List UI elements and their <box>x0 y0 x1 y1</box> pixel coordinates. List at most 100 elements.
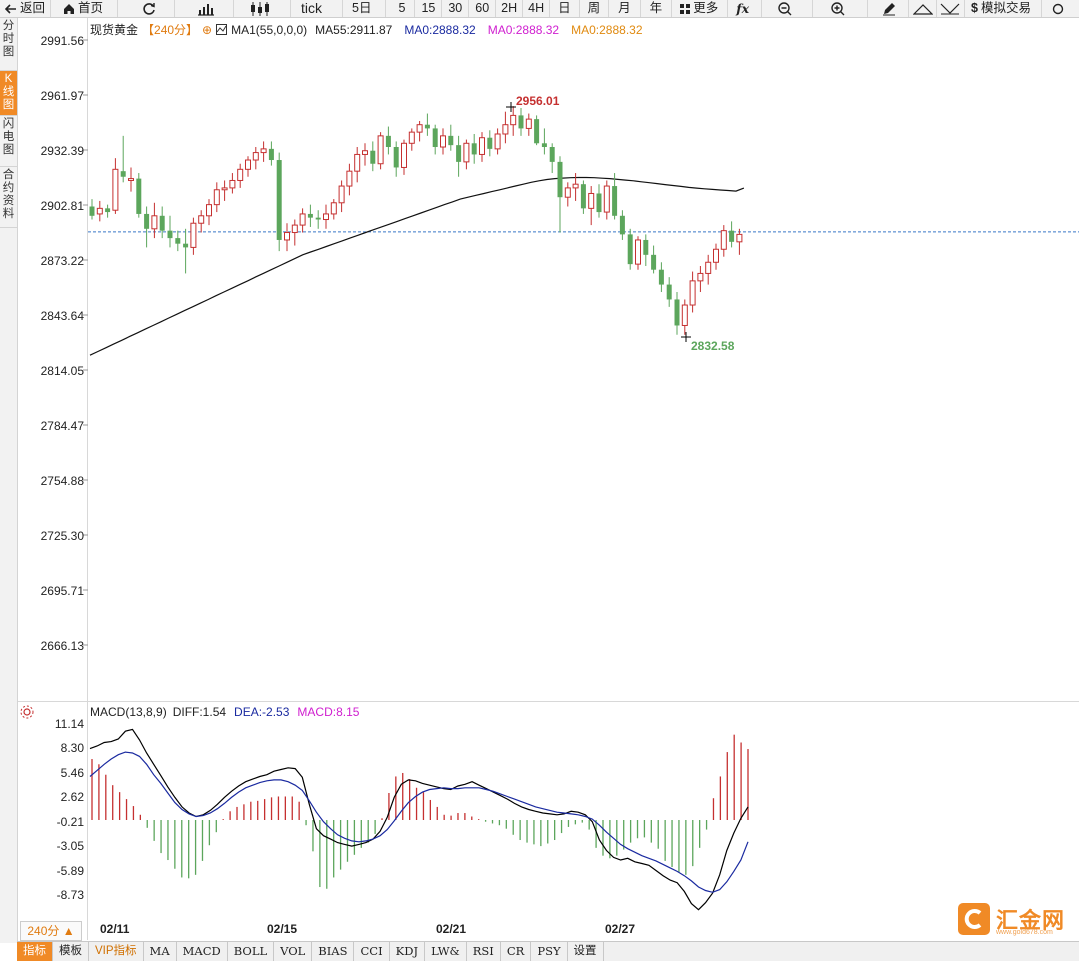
macd-settings-icon[interactable] <box>20 705 34 719</box>
macd-legend: MACD(13,8,9) DIFF:1.54 DEA:-2.53 MACD:8.… <box>90 705 359 719</box>
candle-body <box>338 185 345 204</box>
candle-body <box>229 179 236 189</box>
indicator-icon[interactable] <box>216 24 228 35</box>
candlestick-series <box>89 106 743 335</box>
day-button[interactable]: 日 <box>550 0 580 17</box>
five-day-button[interactable]: 5日 <box>343 0 387 17</box>
period-60-button[interactable]: 60 <box>469 0 497 17</box>
candle-body <box>393 147 399 168</box>
candle-body <box>128 178 134 181</box>
candle-body <box>448 135 454 146</box>
tab-psy[interactable]: PSY <box>531 942 568 961</box>
candle-body <box>89 206 95 216</box>
year-button[interactable]: 年 <box>641 0 673 17</box>
period-30-button[interactable]: 30 <box>442 0 470 17</box>
tab-cr[interactable]: CR <box>501 942 532 961</box>
top-toolbar: 返回 首页 tick 5日 5 15 30 60 2H 4H 日 周 月 年 更… <box>0 0 1079 18</box>
tab-lw[interactable]: LW& <box>425 942 467 961</box>
price-tick: 2814.05 <box>40 364 84 378</box>
ma0-magenta-value: MA0:2888.32 <box>487 22 560 37</box>
period-label: 【240分】 <box>142 23 199 37</box>
sidebar-item-kline[interactable]: K线图 <box>0 71 17 116</box>
tab-cci[interactable]: CCI <box>354 942 390 961</box>
tab-boll[interactable]: BOLL <box>228 942 275 961</box>
candle-body <box>440 135 446 148</box>
candle-body <box>736 233 743 243</box>
candle-body <box>416 124 423 133</box>
refresh-button[interactable] <box>118 0 176 17</box>
candle-body <box>534 119 540 144</box>
candle-body <box>159 215 165 231</box>
back-arrow-icon <box>5 3 16 14</box>
sim-trade-button[interactable]: $ 模拟交易 <box>965 0 1043 17</box>
bar-chart-icon <box>198 3 215 16</box>
candle-body <box>689 280 696 306</box>
fx-icon: fx <box>736 1 750 16</box>
period-5-button[interactable]: 5 <box>386 0 416 17</box>
tab-kdj[interactable]: KDJ <box>390 942 426 961</box>
candle-body <box>346 170 353 187</box>
candle-body <box>635 239 641 265</box>
tab-indicator[interactable]: 指标 <box>17 942 53 961</box>
tick-button[interactable]: tick <box>291 0 344 17</box>
period-4h-button[interactable]: 4H <box>523 0 551 17</box>
tab-settings[interactable]: 设置 <box>568 942 604 961</box>
tab-bias[interactable]: BIAS <box>312 942 355 961</box>
ma1-label: MA1(55,0,0,0) <box>231 22 308 37</box>
macd-tick: -3.05 <box>56 839 84 853</box>
home-button[interactable]: 首页 <box>51 0 119 17</box>
zoom-out-button[interactable] <box>762 0 814 17</box>
triangle-down-button[interactable] <box>937 0 966 17</box>
tab-ma[interactable]: MA <box>144 942 177 961</box>
period-15-button[interactable]: 15 <box>415 0 443 17</box>
candle-body <box>377 135 384 165</box>
price-axis-border <box>17 18 1079 940</box>
macd-tick: 8.30 <box>60 741 84 755</box>
extra-button[interactable] <box>1042 0 1064 17</box>
candle-body <box>299 213 306 226</box>
candle-body <box>720 230 727 250</box>
tab-vip[interactable]: VIP指标 <box>89 942 144 961</box>
candle-body <box>588 192 595 209</box>
month-button[interactable]: 月 <box>609 0 641 17</box>
period-2h-label: 2H <box>501 1 518 15</box>
sidebar-item-contract[interactable]: 合约资料 <box>0 167 17 228</box>
period-select-button[interactable]: 240分 ▲ <box>20 921 82 941</box>
target-icon[interactable]: ⊕ <box>202 22 213 37</box>
candle-body <box>705 261 712 274</box>
tab-vol[interactable]: VOL <box>274 942 313 961</box>
price-tick: 2932.39 <box>40 144 84 158</box>
candle-body <box>479 137 485 155</box>
period-2h-button[interactable]: 2H <box>496 0 524 17</box>
candle-body <box>221 187 228 191</box>
candle-body <box>206 204 212 217</box>
back-label: 返回 <box>20 1 46 15</box>
price-tick: 2784.47 <box>40 419 84 433</box>
more-button[interactable]: 更多 <box>672 0 729 17</box>
candle-body <box>713 248 719 263</box>
candle-body <box>681 304 688 326</box>
candle-type-button[interactable] <box>234 0 292 17</box>
price-tick: 2902.81 <box>40 199 84 213</box>
tab-macd[interactable]: MACD <box>177 942 228 961</box>
candle-body <box>471 143 477 155</box>
macd-tick: -0.21 <box>56 815 84 829</box>
draw-tool-button[interactable] <box>868 0 910 17</box>
ma0-orange-value: MA0:2888.32 <box>571 22 643 37</box>
candle-body <box>627 234 633 265</box>
candle-body <box>370 150 376 164</box>
price-legend: 现货黄金 【240分】 ⊕ MA1(55,0,0,0) MA55:2911.87… <box>90 21 643 38</box>
sidebar-item-timeshare[interactable]: 分时图 <box>0 18 17 71</box>
tab-rsi[interactable]: RSI <box>467 942 501 961</box>
formula-button[interactable]: fx <box>728 0 763 17</box>
back-button[interactable]: 返回 <box>0 0 52 17</box>
zoom-in-button[interactable] <box>813 0 869 17</box>
triangle-up-button[interactable] <box>909 0 938 17</box>
bar-chart-button[interactable] <box>175 0 235 17</box>
sidebar-item-flash[interactable]: 闪电图 <box>0 116 17 167</box>
tab-template[interactable]: 模板 <box>53 942 89 961</box>
week-button[interactable]: 周 <box>580 0 610 17</box>
home-icon <box>64 3 75 14</box>
macd-value: MACD:8.15 <box>297 705 360 719</box>
